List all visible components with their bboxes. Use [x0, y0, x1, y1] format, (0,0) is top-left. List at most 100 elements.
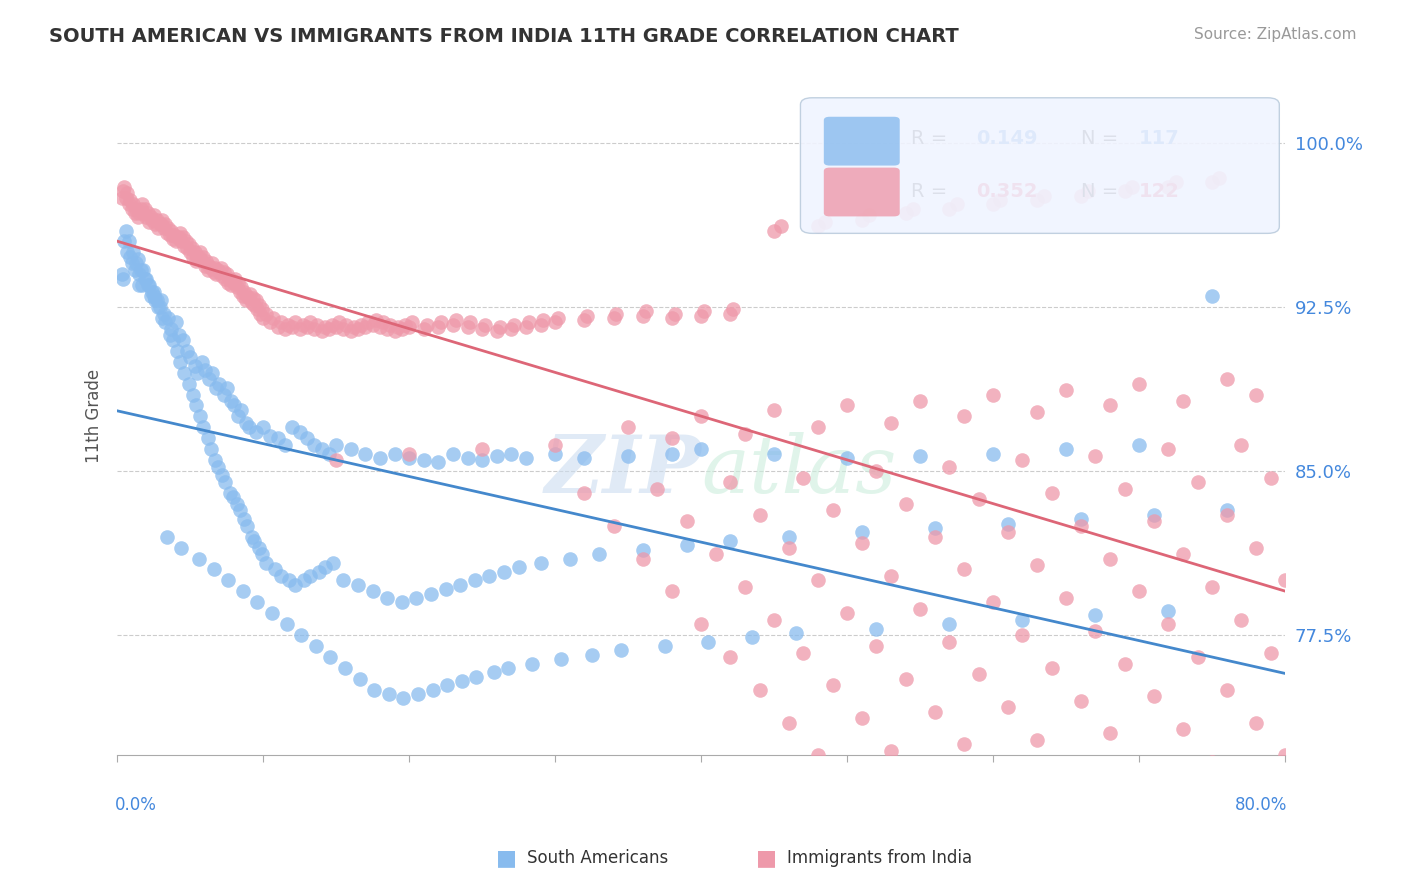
Point [474, 318, 496, 332]
Point [415, 318, 437, 332]
Point [981, 446, 1004, 460]
Point [208, 376, 231, 391]
Point [172, 230, 194, 244]
Point [1098, 551, 1121, 566]
Point [136, 206, 159, 220]
FancyBboxPatch shape [824, 168, 900, 217]
Point [270, 315, 292, 329]
Point [127, 252, 149, 266]
Point [1376, 602, 1399, 616]
Point [807, 420, 830, 434]
Point [391, 322, 413, 336]
Point [901, 202, 924, 216]
Point [224, 271, 246, 285]
Point [1361, 672, 1384, 686]
Point [117, 245, 139, 260]
Point [718, 475, 741, 489]
Point [814, 215, 837, 229]
Point [325, 319, 347, 334]
Point [967, 492, 990, 507]
Point [1011, 453, 1033, 467]
Point [945, 197, 967, 211]
Point [231, 280, 253, 294]
Point [1303, 606, 1326, 620]
Point [981, 387, 1004, 401]
Point [139, 289, 162, 303]
Point [142, 289, 165, 303]
Point [1084, 449, 1107, 463]
Point [218, 486, 240, 500]
Point [173, 239, 195, 253]
Point [267, 431, 290, 445]
Point [1347, 744, 1369, 758]
Point [1216, 372, 1239, 386]
Text: 122: 122 [1139, 182, 1180, 201]
Point [464, 574, 486, 588]
Point [807, 748, 830, 763]
Point [122, 197, 145, 211]
Point [215, 381, 238, 395]
Point [350, 318, 373, 332]
Point [247, 541, 270, 555]
Point [200, 442, 222, 457]
Point [134, 271, 156, 285]
Point [661, 310, 683, 325]
Point [121, 256, 143, 270]
Point [311, 442, 333, 457]
Point [661, 584, 683, 599]
Point [191, 355, 214, 369]
Point [200, 260, 222, 275]
Point [124, 263, 146, 277]
Point [217, 574, 239, 588]
Point [581, 648, 603, 662]
Point [690, 617, 713, 632]
Point [406, 687, 429, 701]
Point [235, 293, 257, 308]
Point [318, 322, 340, 336]
Point [908, 449, 931, 463]
Text: N =: N = [1081, 129, 1125, 148]
Point [517, 315, 540, 329]
Point [690, 309, 713, 323]
Point [276, 617, 298, 632]
Point [146, 300, 169, 314]
Point [152, 212, 174, 227]
Point [1084, 624, 1107, 638]
Point [307, 318, 329, 332]
Point [205, 381, 228, 395]
Point [924, 521, 946, 535]
Point [139, 211, 162, 225]
Point [136, 278, 159, 293]
Point [661, 431, 683, 445]
Point [252, 420, 274, 434]
Point [314, 319, 336, 334]
Point [471, 322, 494, 336]
Point [157, 310, 180, 325]
Point [160, 322, 183, 336]
Point [181, 250, 204, 264]
Point [1040, 661, 1063, 675]
Point [332, 574, 354, 588]
Point [908, 394, 931, 409]
Point [159, 227, 181, 242]
Point [236, 518, 259, 533]
Point [349, 672, 371, 686]
Point [169, 355, 191, 369]
Point [723, 302, 745, 317]
Point [837, 399, 859, 413]
Point [405, 591, 427, 605]
Point [274, 438, 297, 452]
Point [1040, 486, 1063, 500]
Point [631, 309, 654, 323]
Point [851, 212, 873, 227]
Point [1114, 482, 1136, 496]
Point [394, 318, 416, 332]
Point [120, 250, 142, 264]
Point [792, 646, 814, 660]
Point [1070, 512, 1092, 526]
Point [197, 431, 219, 445]
Point [529, 556, 551, 570]
Point [1011, 628, 1033, 642]
Point [305, 639, 328, 653]
Point [533, 313, 555, 327]
